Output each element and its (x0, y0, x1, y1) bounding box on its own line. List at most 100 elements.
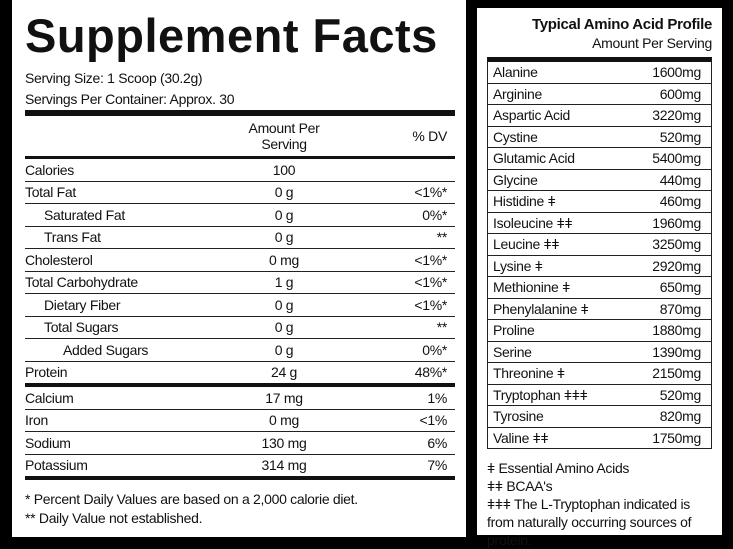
nutrient: Total Sugars (44, 319, 119, 336)
amino-name: Tryptophan ǂǂǂ (493, 386, 588, 403)
amino-row: Methionine ǂ 650mg (488, 277, 711, 299)
amino-row: Glycine 440mg (488, 170, 711, 191)
amino-name: Glycine (493, 171, 538, 188)
amino-row: Proline 1880mg (488, 320, 711, 342)
fact-row: Saturated Fat 0 g 0%* (25, 204, 455, 227)
fact-group: Calories 100 Total Fat 0 g <1%* Saturated Fat… (25, 159, 455, 383)
fact-group: Calcium 17 mg 1% Iron 0 mg <1% Sodium 130 mg 6% P… (25, 383, 455, 476)
amino-amount: 870mg (659, 300, 702, 317)
fact-row: Potassium 314 mg 7% (25, 455, 455, 477)
legend-item: ǂ Essential Amino Acids (487, 460, 630, 476)
amino-row: Threonine ǂ 2150mg (488, 363, 711, 385)
amino-row: Histidine ǂ 460mg (488, 191, 711, 213)
title: Supplement Facts (25, 9, 438, 62)
amino-name: Arginine (493, 85, 542, 102)
amino-subtitle: Amount Per Serving (592, 35, 712, 51)
amino-name: Tyrosine (493, 408, 544, 425)
amino-amount: 1750mg (652, 429, 701, 446)
amino-amount: 2920mg (652, 257, 701, 274)
fact-row: Total Carbohydrate 1 g <1%* (25, 272, 455, 294)
fact-row: Cholesterol 0 mg <1%* (25, 249, 455, 272)
amino-row: Alanine 1600mg (488, 62, 711, 84)
daily-value: 48%* (414, 364, 448, 381)
amino-amount: 600mg (659, 85, 702, 102)
amino-name: Valine ǂǂ (493, 429, 549, 446)
amino-amount: 5400mg (652, 150, 701, 167)
amount: 314 mg (261, 457, 307, 474)
fact-row: Calories 100 (25, 159, 455, 182)
amino-row: Arginine 600mg (488, 84, 711, 105)
amino-name: Cystine (493, 128, 538, 145)
amino-name: Leucine ǂǂ (493, 236, 560, 253)
serving-size: Serving Size: 1 Scoop (30.2g) (25, 70, 203, 86)
amino-name: Aspartic Acid (493, 107, 571, 124)
amount: 130 mg (261, 434, 307, 451)
daily-value: 0%* (422, 341, 447, 358)
amino-amount: 440mg (659, 171, 702, 188)
fact-row: Total Sugars 0 g ** (25, 317, 455, 339)
amino-amount: 520mg (659, 128, 702, 145)
fact-row: Trans Fat 0 g ** (25, 227, 455, 249)
amino-row: Glutamic Acid 5400mg (488, 148, 711, 170)
daily-value: <1%* (414, 251, 447, 268)
table-header: Amount Per Serving % DV (25, 110, 455, 159)
fact-row: Dietary Fiber 0 g <1%* (25, 294, 455, 317)
amount: 0 g (274, 341, 294, 358)
facts-table: Calories 100 Total Fat 0 g <1%* Saturated Fat… (25, 159, 455, 476)
footnote: * Percent Daily Values are based on a 2,… (25, 491, 358, 507)
amino-row: Lysine ǂ 2920mg (488, 256, 711, 277)
amino-amount: 1960mg (652, 214, 701, 231)
amino-legend: ǂ Essential Amino Acids ǂǂ BCAA's ǂǂǂ The … (487, 459, 712, 549)
fact-row: Iron 0 mg <1% (25, 410, 455, 432)
amount: 100 (272, 161, 296, 178)
amount: 0 g (274, 229, 294, 246)
amino-panel: Typical Amino Acid Profile Amount Per Se… (477, 8, 722, 548)
amount: 17 mg (265, 389, 303, 406)
nutrient: Total Carbohydrate (25, 274, 138, 291)
amino-amount: 3220mg (652, 107, 701, 124)
nutrient: Trans Fat (44, 229, 101, 246)
nutrient: Calories (25, 161, 74, 178)
amino-name: Methionine ǂ (493, 279, 570, 296)
fact-row: Calcium 17 mg 1% (25, 387, 455, 410)
amino-name: Alanine (493, 64, 538, 81)
amino-name: Glutamic Acid (493, 150, 575, 167)
amount: 0 g (274, 184, 294, 201)
amino-name: Phenylalanine ǂ (493, 300, 589, 317)
nutrient: Saturated Fat (44, 206, 125, 223)
amount: 0 g (274, 296, 294, 313)
daily-value: 1% (427, 389, 447, 406)
amino-name: Lysine ǂ (493, 257, 543, 274)
servings-per-container: Servings Per Container: Approx. 30 (25, 91, 235, 107)
amino-title: Typical Amino Acid Profile (531, 16, 712, 33)
daily-value: <1%* (414, 274, 447, 291)
nutrient: Potassium (25, 457, 88, 474)
supplement-facts-panel: Supplement Facts Serving Size: 1 Scoop (… (12, 0, 466, 537)
amino-row: Aspartic Acid 3220mg (488, 105, 711, 127)
legend-item: ǂǂǂ The L-Tryptophan indicated is from n… (487, 496, 692, 548)
daily-value: <1%* (414, 184, 447, 201)
amino-row: Cystine 520mg (488, 127, 711, 148)
daily-value: 6% (427, 434, 447, 451)
amino-row: Serine 1390mg (488, 342, 711, 363)
fact-row: Sodium 130 mg 6% (25, 432, 455, 455)
nutrient: Iron (25, 412, 48, 429)
fact-row: Protein 24 g 48%* (25, 362, 455, 384)
amino-row: Tryptophan ǂǂǂ 520mg (488, 385, 711, 406)
amino-amount: 460mg (659, 193, 702, 210)
divider (25, 476, 455, 480)
amino-name: Serine (493, 343, 532, 360)
daily-value: ** (436, 229, 448, 246)
amino-amount: 1600mg (652, 64, 701, 81)
dv-header: % DV (412, 128, 447, 144)
fact-row: Total Fat 0 g <1%* (25, 182, 455, 204)
amino-row: Leucine ǂǂ 3250mg (488, 234, 711, 256)
nutrient: Dietary Fiber (44, 296, 121, 313)
amino-name: Isoleucine ǂǂ (493, 214, 573, 231)
nutrient: Added Sugars (63, 341, 149, 358)
footnotes: * Percent Daily Values are based on a 2,… (25, 490, 455, 528)
amino-amount: 520mg (659, 386, 702, 403)
daily-value: 0%* (422, 206, 447, 223)
daily-value: ** (436, 319, 448, 336)
